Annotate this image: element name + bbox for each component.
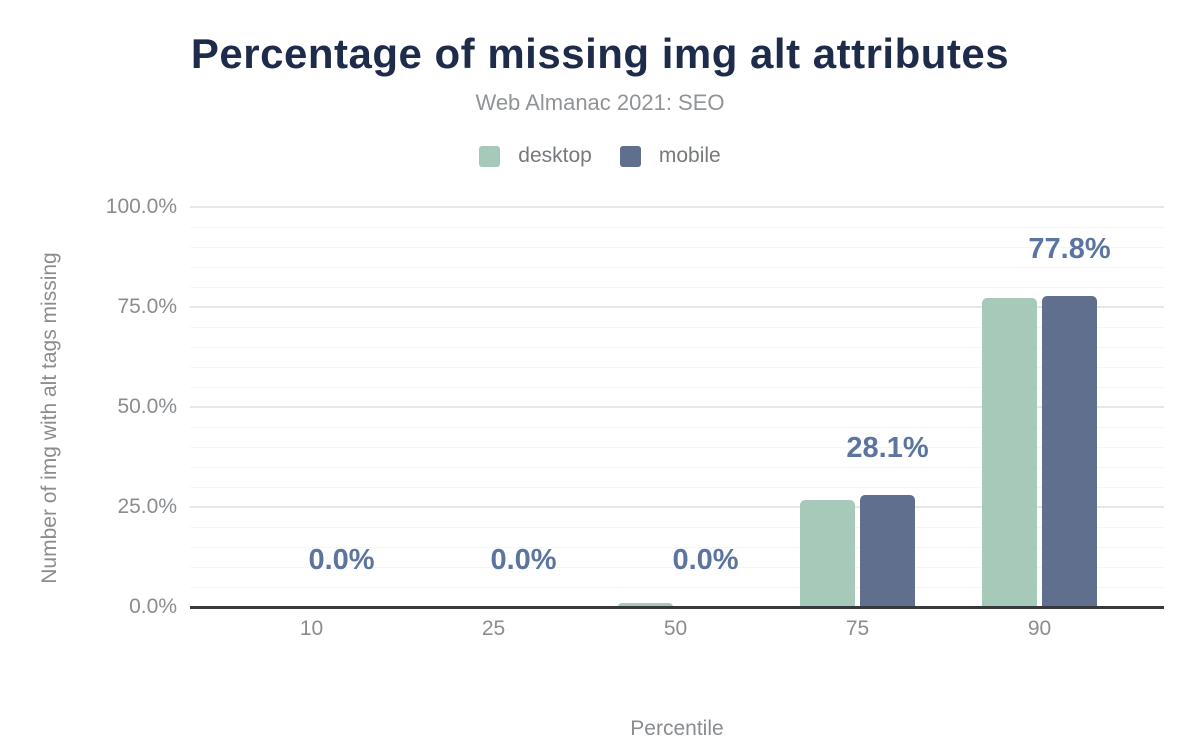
y-axis-title: Number of img with alt tags missing — [38, 252, 61, 584]
major-gridline — [190, 406, 1164, 408]
minor-gridline — [190, 327, 1164, 328]
mobile-swatch-icon — [619, 145, 641, 167]
x-axis-title: Percentile — [630, 717, 724, 740]
minor-gridline — [190, 487, 1164, 488]
x-tick-label: 90 — [1027, 617, 1052, 640]
data-label: 0.0% — [672, 544, 739, 576]
major-gridline — [190, 506, 1164, 508]
desktop-swatch-icon — [479, 145, 501, 167]
minor-gridline — [190, 427, 1164, 428]
minor-gridline — [190, 367, 1164, 368]
legend-label: desktop — [518, 144, 592, 167]
minor-gridline — [190, 347, 1164, 348]
major-gridline — [190, 206, 1164, 208]
x-tick-label: 75 — [845, 617, 870, 640]
y-tick-label: 50.0% — [117, 395, 177, 418]
mobile-bar[interactable] — [860, 494, 915, 607]
legend-item-desktop[interactable]: desktop — [479, 144, 592, 168]
desktop-bar[interactable] — [800, 499, 855, 607]
y-tick-label: 100.0% — [105, 195, 177, 218]
x-tick-label: 10 — [299, 617, 324, 640]
y-tick-label: 25.0% — [117, 495, 177, 518]
major-gridline — [190, 306, 1164, 308]
minor-gridline — [190, 227, 1164, 228]
minor-gridline — [190, 267, 1164, 268]
data-label: 0.0% — [490, 544, 557, 576]
minor-gridline — [190, 587, 1164, 588]
legend-label: mobile — [658, 144, 721, 167]
desktop-bar[interactable] — [618, 602, 673, 607]
chart-subtitle: Web Almanac 2021: SEO — [475, 90, 725, 115]
data-label: 0.0% — [308, 544, 375, 576]
minor-gridline — [190, 447, 1164, 448]
desktop-bar[interactable] — [982, 298, 1037, 607]
x-axis-line — [190, 606, 1164, 609]
minor-gridline — [190, 527, 1164, 528]
chart-title: Percentage of missing img alt attributes — [190, 30, 1010, 77]
mobile-bar[interactable] — [1042, 295, 1097, 607]
y-tick-label: 0.0% — [129, 595, 177, 618]
minor-gridline — [190, 567, 1164, 568]
minor-gridline — [190, 287, 1164, 288]
x-tick-label: 25 — [481, 617, 506, 640]
minor-gridline — [190, 387, 1164, 388]
x-tick-label: 50 — [663, 617, 688, 640]
data-label: 28.1% — [846, 431, 929, 464]
minor-gridline — [190, 467, 1164, 468]
y-tick-label: 75.0% — [117, 295, 177, 318]
legend-item-mobile[interactable]: mobile — [619, 144, 721, 168]
data-label: 77.8% — [1028, 232, 1111, 265]
minor-gridline — [190, 547, 1164, 548]
minor-gridline — [190, 247, 1164, 248]
legend: desktop mobile — [0, 144, 1200, 168]
